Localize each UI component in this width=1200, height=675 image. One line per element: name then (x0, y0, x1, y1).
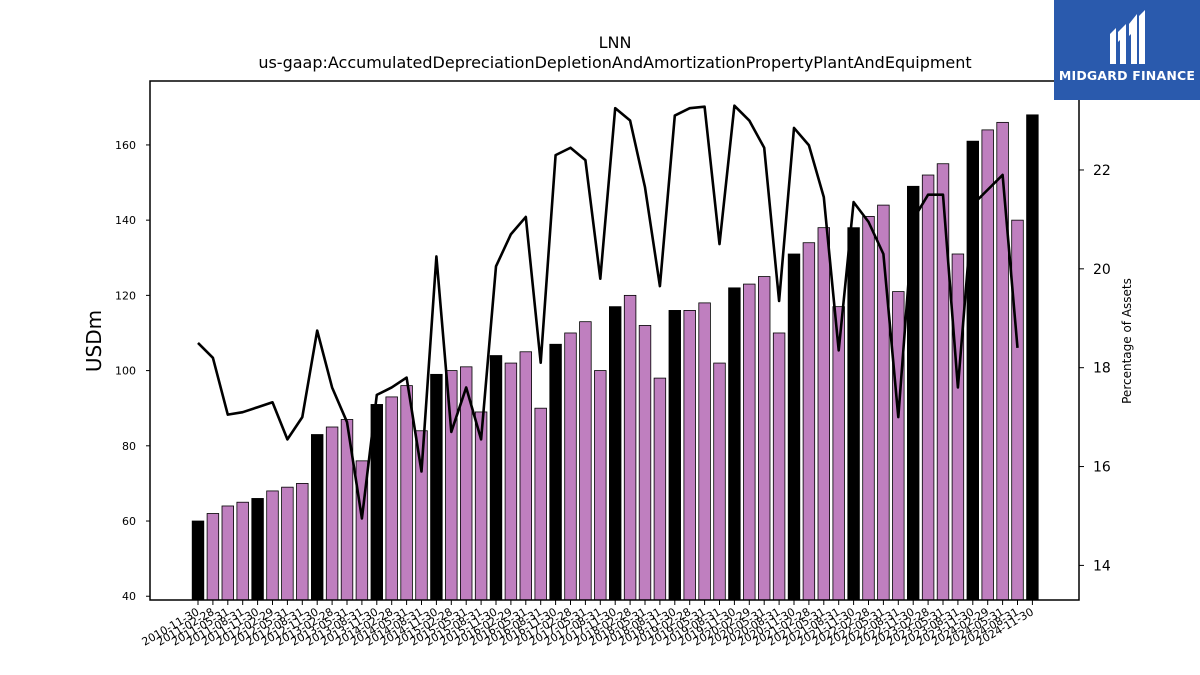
bar-2012-11-30 (310, 434, 324, 601)
y2-axis-label: Percentage of Assets (1120, 278, 1134, 404)
y2-tick-label: 22 (1093, 163, 1111, 179)
bar-2019-08-31 (713, 362, 726, 601)
bar-2014-02-28 (385, 396, 398, 601)
ratio-line-layer (197, 104, 1019, 520)
bar-2020-11-30 (787, 253, 801, 601)
y2-tick-label: 18 (1093, 361, 1111, 377)
bar-2014-05-31 (400, 385, 413, 601)
chart-title: LNN (599, 33, 632, 52)
y-tick-label: 160 (115, 139, 136, 152)
bar-2012-08-31 (296, 483, 309, 601)
bar-2011-05-31 (221, 505, 235, 601)
bar-2022-08-31 (892, 291, 905, 601)
bar-2021-02-28 (802, 242, 816, 601)
bar-2023-02-28 (921, 174, 935, 601)
y-tick-label: 60 (122, 515, 136, 528)
bar-2017-11-30 (609, 306, 622, 601)
bar-2020-02-29 (743, 283, 756, 601)
bars-layer (191, 114, 1039, 601)
brand-name: MIDGARD FINANCE (1058, 68, 1196, 83)
plot-frame (149, 80, 1080, 601)
bar-2024-08-31 (1011, 219, 1024, 601)
bar-2020-05-31 (758, 276, 771, 601)
bar-2011-08-31 (236, 501, 249, 601)
y-tick-label: 140 (115, 214, 136, 227)
y-tick-label: 80 (122, 440, 136, 453)
x-axis: 2010-11-302011-02-282011-05-312011-08-31… (140, 600, 1036, 649)
bar-2024-11-30 (1026, 114, 1039, 601)
bar-2018-08-31 (653, 377, 667, 601)
bar-2010-11-30 (191, 520, 205, 601)
bar-2021-05-31 (817, 227, 831, 601)
bar-2016-11-30 (549, 343, 562, 601)
bar-2014-11-30 (430, 373, 443, 601)
y2-tick-label: 16 (1093, 460, 1111, 476)
bar-2018-05-31 (638, 325, 652, 601)
ratio-line (197, 104, 1019, 520)
bar-2012-02-29 (266, 490, 279, 601)
y-axis-left: 40 60 80 100 120 140 160 (115, 139, 150, 603)
y-axis-label: USDm (82, 310, 106, 372)
bar-2011-11-30 (251, 498, 264, 601)
bar-2016-02-29 (504, 362, 518, 601)
y-tick-label: 120 (115, 289, 136, 302)
bar-2021-11-30 (847, 227, 860, 601)
y-tick-label: 40 (122, 590, 136, 603)
bar-2019-02-28 (683, 310, 696, 601)
y-tick-label: 100 (115, 365, 136, 378)
bar-2017-05-31 (579, 321, 592, 601)
bar-2023-05-31 (936, 163, 950, 601)
bar-2024-05-31 (996, 121, 1009, 601)
bar-2013-02-28 (325, 426, 339, 601)
bar-2015-02-28 (445, 370, 458, 601)
bar-2018-02-28 (623, 294, 637, 601)
bar-2017-08-31 (594, 370, 607, 601)
y2-tick-label: 20 (1093, 262, 1111, 278)
bar-2022-11-30 (907, 185, 920, 601)
bar-2024-02-29 (981, 129, 994, 601)
bar-2011-02-28 (206, 513, 220, 601)
y-axis-right: 14 16 18 20 22 (1079, 163, 1111, 574)
chart-subtitle: us-gaap:AccumulatedDepreciationDepletion… (258, 53, 971, 72)
bar-2016-05-31 (519, 351, 533, 601)
bar-2012-05-31 (281, 486, 294, 601)
bar-2020-08-31 (772, 332, 786, 601)
bar-2016-08-31 (534, 407, 547, 601)
bar-2019-11-30 (728, 287, 741, 601)
brand-logo: MIDGARD FINANCE (1054, 0, 1200, 100)
bar-2018-11-30 (668, 310, 682, 601)
bar-2015-11-30 (489, 355, 503, 601)
bar-2022-02-28 (862, 215, 875, 601)
bar-2023-08-31 (951, 253, 965, 601)
y2-tick-label: 14 (1093, 558, 1111, 574)
bar-2017-02-28 (564, 332, 577, 601)
midgard-logo-icon (1110, 10, 1145, 64)
bar-2019-05-31 (698, 302, 711, 601)
